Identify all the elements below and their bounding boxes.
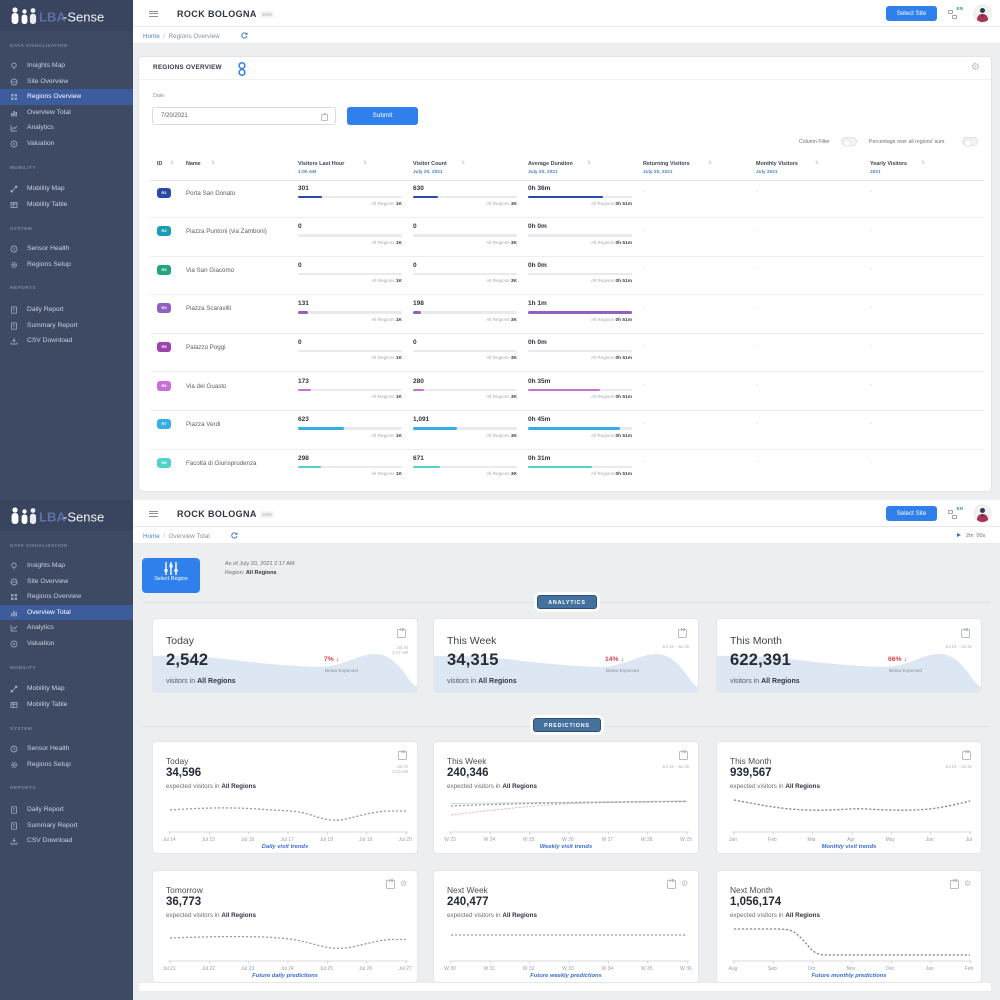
svg-text:-Sense: -Sense xyxy=(63,10,104,25)
svg-text:-Sense: -Sense xyxy=(63,510,104,525)
svg-text:LBA: LBA xyxy=(39,510,66,525)
svg-text:LBA: LBA xyxy=(39,10,66,25)
